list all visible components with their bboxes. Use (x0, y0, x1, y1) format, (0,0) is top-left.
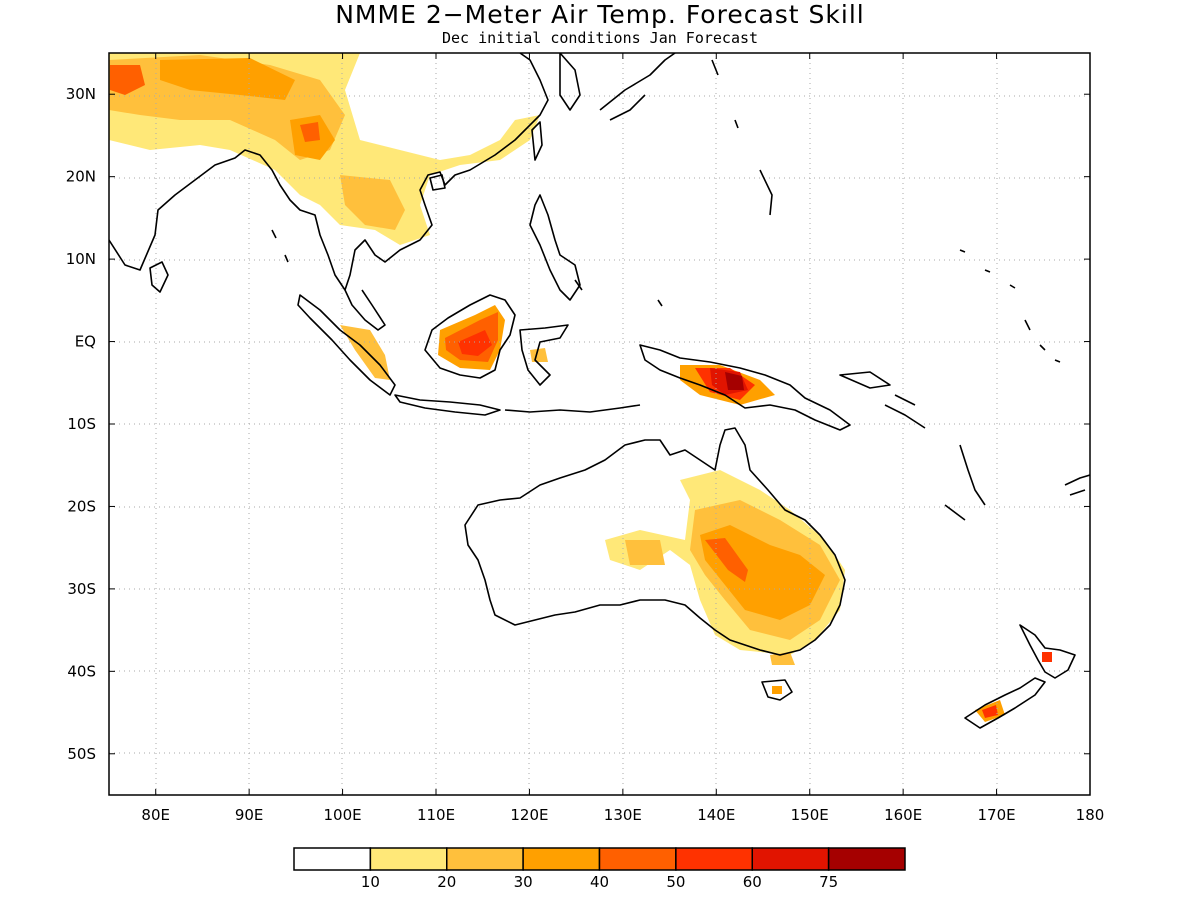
coast-newguinea (639, 344, 851, 431)
colorbar-label: 60 (743, 873, 762, 891)
coast-solomon (884, 394, 926, 429)
lon-tick-label: 150E (791, 806, 829, 824)
shading-sumatra (340, 325, 390, 380)
shading-asia-3 (110, 65, 145, 95)
coastlines (109, 53, 1090, 729)
colorbar: 10 20 30 40 50 60 75 (293, 847, 906, 891)
coast-fiji (1064, 474, 1090, 496)
shading-sulawesi (530, 348, 548, 362)
lat-tick-label: EQ (75, 333, 96, 351)
lat-tick-label: 20S (67, 497, 96, 515)
lon-tick-label: 180 (1076, 806, 1105, 824)
lat-tick-label: 10S (67, 415, 96, 433)
map-title: NMME 2−Meter Air Temp. Forecast Skill (335, 0, 865, 29)
coast-srilanka (149, 261, 169, 293)
colorbar-label: 30 (514, 873, 533, 891)
coast-taiwan (531, 121, 543, 161)
lon-tick-labels: 80E 90E 100E 110E 120E 130E 140E 150E 160E 170E 18… (141, 806, 1104, 824)
coast-micro-2 (711, 59, 1016, 289)
colorbar-swatch (522, 847, 601, 871)
colorbar-swatch (675, 847, 753, 871)
lon-tick-label: 140E (697, 806, 735, 824)
coast-sunda (504, 404, 641, 413)
skill-shading (109, 53, 1052, 722)
lon-tick-label: 160E (884, 806, 922, 824)
shading-indochina (340, 175, 405, 230)
colorbar-label: 50 (666, 873, 685, 891)
coast-philippines (529, 194, 581, 301)
colorbar-label: 40 (590, 873, 609, 891)
lat-tick-label: 10N (66, 250, 96, 268)
lat-tick-marks (109, 93, 1090, 755)
colorbar-label: 75 (819, 873, 838, 891)
shading-nz-3 (1042, 652, 1052, 662)
colorbar-swatch (827, 847, 906, 871)
coast-korea (559, 53, 581, 111)
shading-borneo-3 (458, 330, 492, 356)
lat-tick-label: 30S (67, 580, 96, 598)
coast-micro-1 (759, 169, 1061, 363)
coast-sumatra (297, 294, 396, 396)
coast-malay (344, 289, 386, 331)
lon-tick-label: 110E (417, 806, 455, 824)
coast-nz-south (964, 677, 1046, 729)
lon-tick-label: 170E (978, 806, 1016, 824)
colorbar-swatch (751, 847, 830, 871)
coast-tasmania (761, 679, 793, 701)
lat-tick-label: 50S (67, 745, 96, 763)
lat-tick-labels: 30N 20N 10N EQ 10S 20S 30S 40S 50S (66, 85, 96, 763)
coast-asia (109, 53, 549, 291)
colorbar-swatch (293, 847, 372, 871)
shading-asia-4 (160, 58, 295, 100)
shading-australia-5 (625, 540, 665, 565)
coast-nicobar (271, 229, 289, 263)
coast-sulawesi (519, 324, 569, 386)
coast-newbritain (839, 371, 891, 389)
lat-tick-label: 40S (67, 662, 96, 680)
shading-australia-6 (770, 652, 795, 665)
shading-tasmania (772, 686, 782, 694)
lon-tick-label: 90E (235, 806, 264, 824)
lon-tick-marks (155, 53, 1091, 795)
colorbar-label: 10 (361, 873, 380, 891)
coast-australia (464, 427, 846, 656)
coast-borneo (424, 294, 516, 379)
graticule (109, 53, 1090, 795)
coast-vanuatu (944, 444, 986, 521)
lon-tick-label: 100E (324, 806, 362, 824)
colorbar-swatch (446, 847, 524, 871)
lat-tick-label: 30N (66, 85, 96, 103)
colorbar-swatch (369, 847, 448, 871)
coast-hainan (429, 174, 446, 191)
map-subtitle: Dec initial conditions Jan Forecast (441, 29, 759, 47)
coast-japan (599, 53, 676, 121)
shading-asia-6 (300, 122, 320, 142)
shading-nz-2 (982, 705, 998, 718)
colorbar-label: 20 (437, 873, 456, 891)
lon-tick-label: 80E (141, 806, 170, 824)
coast-nz-north (1019, 624, 1076, 679)
coast-java (394, 394, 501, 416)
lat-tick-label: 20N (66, 168, 96, 186)
lon-tick-label: 130E (604, 806, 642, 824)
colorbar-swatch (598, 847, 677, 871)
lon-tick-label: 120E (510, 806, 548, 824)
coast-palau (574, 279, 663, 307)
shading-newguinea-4 (725, 372, 744, 390)
